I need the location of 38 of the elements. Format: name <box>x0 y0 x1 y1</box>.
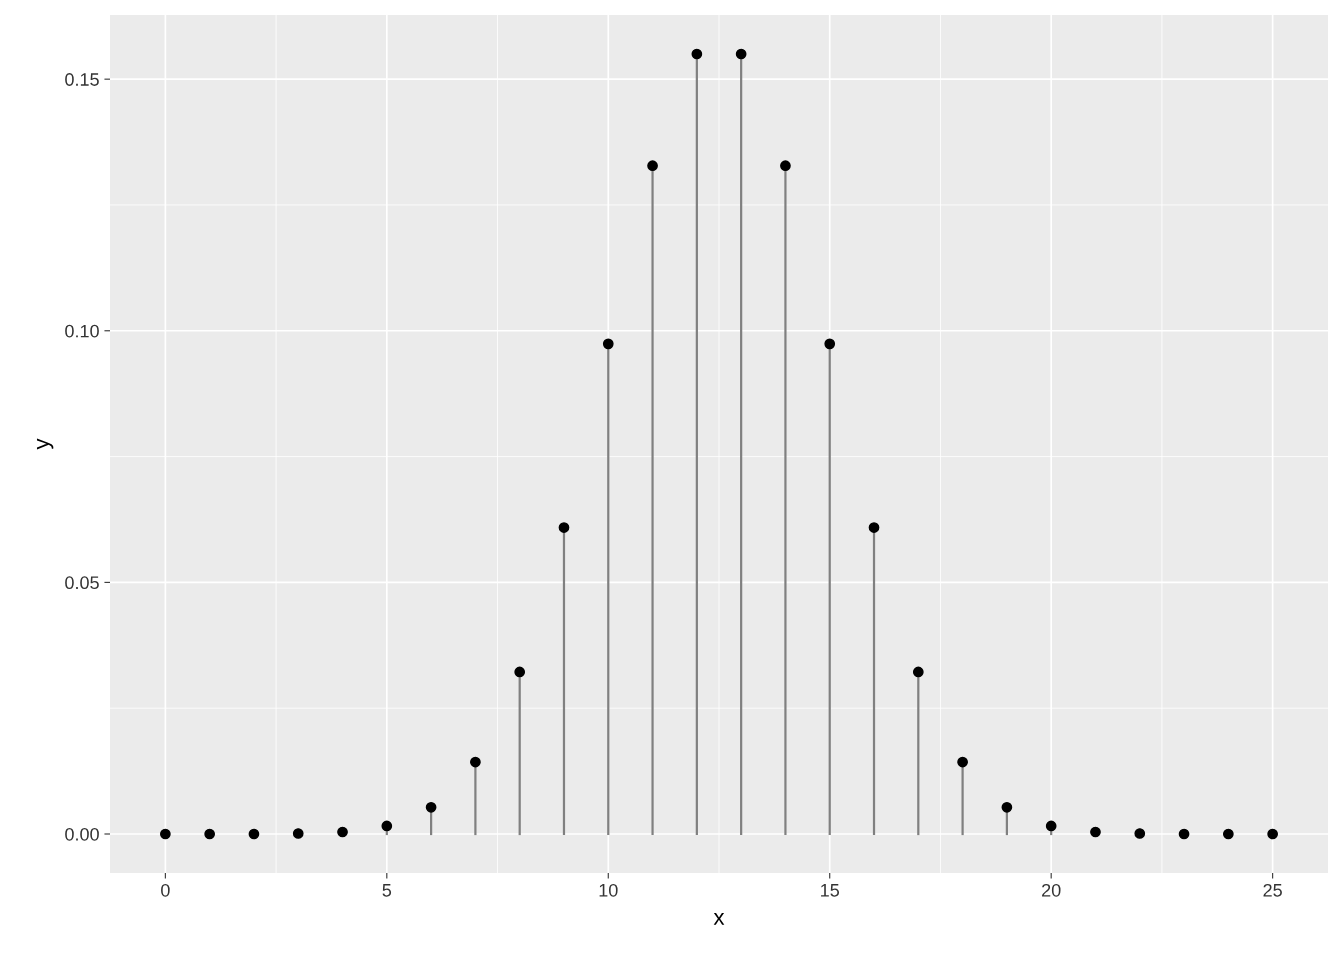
point <box>647 160 658 172</box>
x-axis-title: x <box>713 912 725 925</box>
point <box>1134 828 1146 839</box>
point <box>381 820 393 832</box>
point <box>337 826 348 838</box>
point <box>514 666 526 678</box>
y-tick-label: 0.00 <box>65 827 99 841</box>
y-axis-title: y <box>36 438 54 450</box>
point <box>602 338 614 350</box>
x-tick-label: 15 <box>821 884 840 897</box>
x-tick-label: 10 <box>599 883 618 897</box>
point <box>691 48 703 60</box>
x-tick-label: 0 <box>161 883 170 897</box>
x-tick-label: 5 <box>382 884 392 897</box>
point <box>1090 826 1101 838</box>
point <box>425 801 437 813</box>
point <box>292 828 304 839</box>
point <box>824 338 836 350</box>
point <box>1267 828 1278 840</box>
y-tick-label: 0.15 <box>65 73 99 86</box>
point <box>957 756 968 768</box>
point <box>868 522 880 533</box>
point <box>1045 820 1057 832</box>
point <box>1001 801 1013 813</box>
point <box>1178 828 1190 840</box>
y-tick-label: 0.05 <box>65 576 99 590</box>
point <box>470 756 481 768</box>
point <box>204 828 216 840</box>
point <box>912 666 924 678</box>
point <box>1222 828 1234 840</box>
x-tick-label: 25 <box>1263 883 1282 897</box>
y-tick-label: 0.10 <box>65 324 99 338</box>
point <box>160 828 171 840</box>
point <box>780 160 791 172</box>
point <box>735 48 747 60</box>
x-tick-label: 20 <box>1042 883 1061 897</box>
point <box>248 828 260 840</box>
point <box>558 522 570 533</box>
